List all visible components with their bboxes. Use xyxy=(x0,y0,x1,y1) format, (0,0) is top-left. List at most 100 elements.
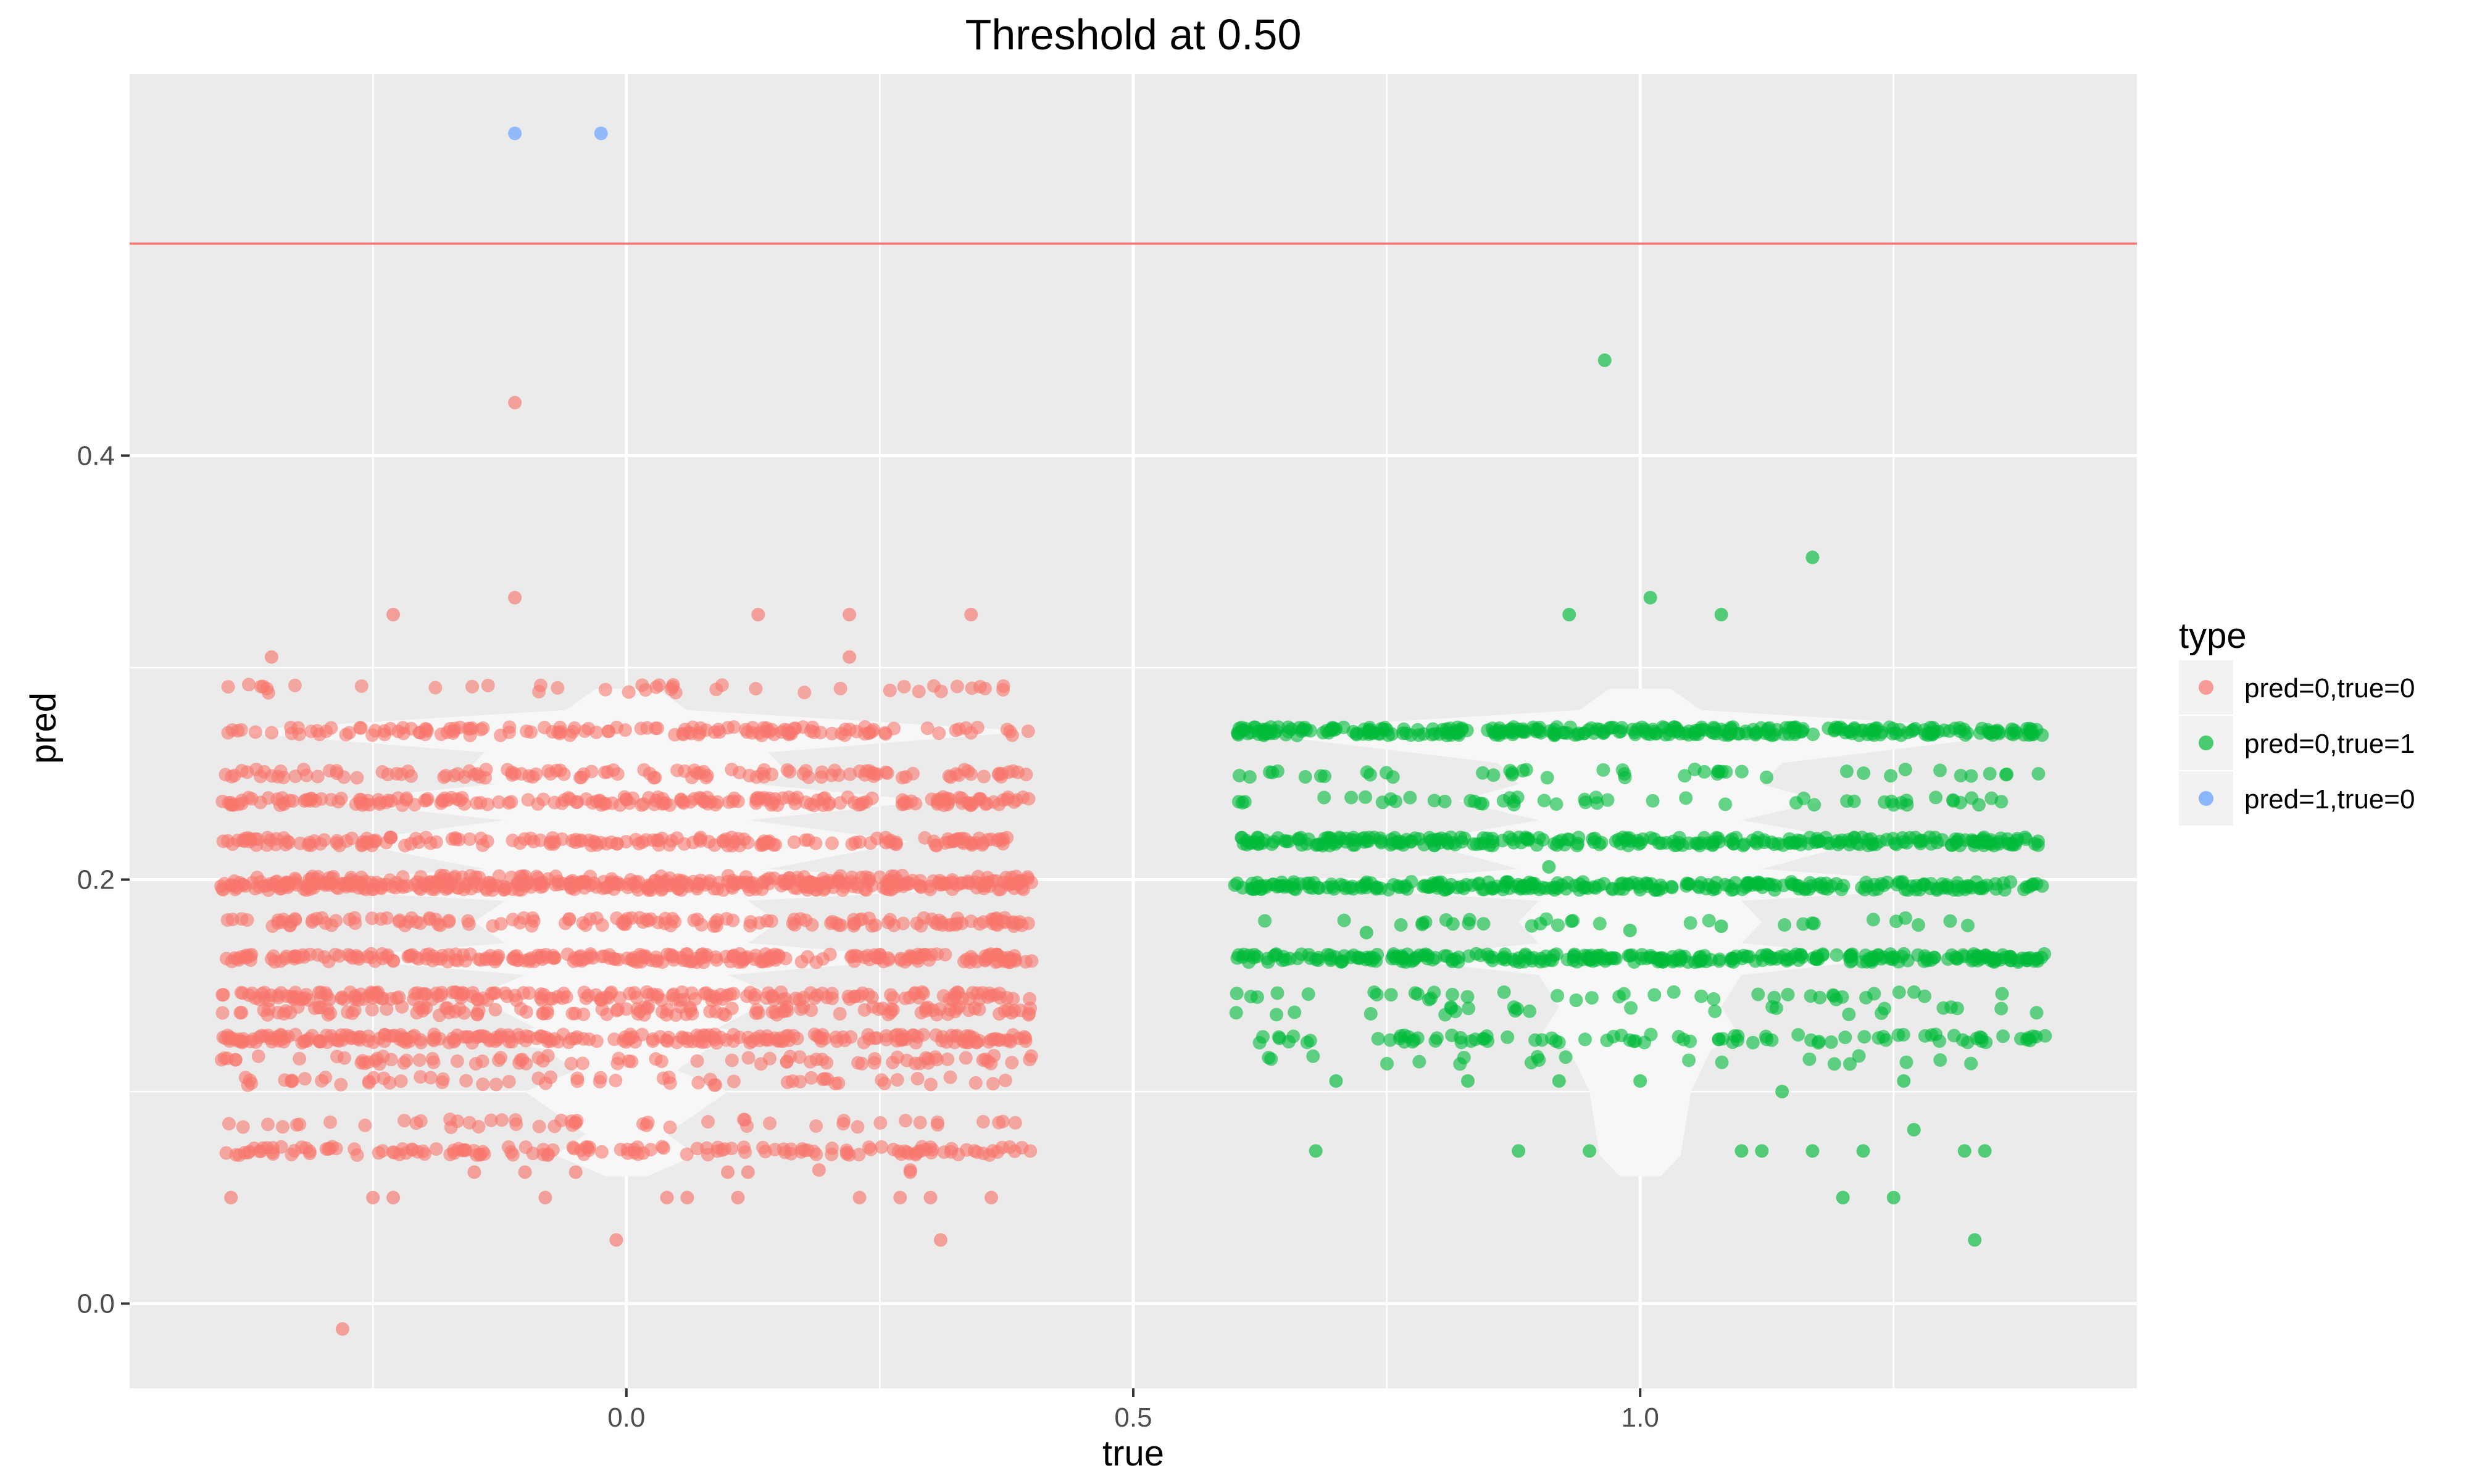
data-point xyxy=(1788,727,1802,742)
data-point xyxy=(386,1190,401,1204)
points-layer xyxy=(214,126,2052,1336)
data-point xyxy=(575,953,589,967)
data-point xyxy=(622,796,636,810)
data-point xyxy=(366,1190,380,1204)
data-point xyxy=(234,723,248,737)
data-point xyxy=(844,950,859,964)
data-point xyxy=(1464,1034,1478,1048)
data-point xyxy=(545,992,559,1006)
data-point xyxy=(365,1003,379,1017)
data-point xyxy=(437,770,451,784)
data-point xyxy=(690,1054,704,1068)
data-point xyxy=(701,876,715,890)
data-point xyxy=(751,1006,765,1020)
data-point xyxy=(1725,832,1739,846)
data-point xyxy=(1486,768,1501,782)
data-point xyxy=(309,794,323,808)
data-point xyxy=(1944,1000,1958,1014)
data-point xyxy=(1441,837,1455,851)
data-point xyxy=(683,955,697,969)
data-point xyxy=(977,881,991,895)
data-point xyxy=(598,765,612,779)
data-point xyxy=(312,985,326,1000)
data-point xyxy=(912,684,926,698)
data-point xyxy=(354,987,368,1001)
y-axis-label: pred xyxy=(23,692,64,764)
data-point xyxy=(1301,987,1315,1001)
data-point xyxy=(493,728,507,742)
data-point xyxy=(1496,882,1510,897)
data-point xyxy=(1734,765,1749,779)
data-point xyxy=(488,986,502,1000)
data-point xyxy=(1805,1144,1820,1158)
data-point xyxy=(411,951,425,966)
y-tick-label: 0.0 xyxy=(77,1289,115,1319)
data-point xyxy=(1348,838,1362,852)
data-point xyxy=(1323,948,1338,963)
data-point xyxy=(468,1056,483,1071)
data-point xyxy=(248,725,262,739)
data-point xyxy=(393,913,407,927)
data-point xyxy=(973,679,987,694)
data-point xyxy=(428,681,443,695)
data-point xyxy=(1396,951,1410,965)
data-point xyxy=(522,1030,536,1044)
data-point xyxy=(1417,727,1431,741)
data-point xyxy=(1440,949,1454,963)
data-point xyxy=(1446,917,1460,931)
data-point xyxy=(222,1034,236,1048)
data-point xyxy=(1251,831,1265,845)
data-point xyxy=(350,771,364,785)
data-point xyxy=(786,1029,801,1043)
data-point xyxy=(1966,834,1980,848)
data-point xyxy=(725,763,739,777)
data-point xyxy=(1666,955,1680,969)
data-point xyxy=(472,1003,486,1018)
data-point xyxy=(785,727,799,741)
data-point xyxy=(539,1076,553,1090)
data-point xyxy=(383,831,398,845)
data-point xyxy=(910,916,924,931)
data-point xyxy=(505,1035,519,1049)
data-point xyxy=(1706,726,1720,740)
data-point xyxy=(709,950,723,964)
data-point xyxy=(462,1116,477,1130)
data-point xyxy=(1549,1034,1563,1048)
data-point xyxy=(701,1114,715,1129)
data-point xyxy=(1309,953,1323,967)
data-point xyxy=(814,770,828,784)
data-point xyxy=(394,767,409,781)
data-point xyxy=(756,874,770,889)
data-point xyxy=(757,721,771,735)
data-point xyxy=(551,1035,565,1049)
data-point xyxy=(1453,1057,1467,1071)
data-point xyxy=(1875,1006,1889,1020)
data-point xyxy=(1917,989,1931,1003)
data-point xyxy=(913,1116,927,1130)
data-point xyxy=(1857,766,1871,780)
x-tick-label: 1.0 xyxy=(1622,1403,1659,1433)
data-point xyxy=(1303,724,1317,738)
data-point xyxy=(853,764,867,778)
data-point xyxy=(451,953,465,968)
data-point xyxy=(1718,797,1733,811)
data-point xyxy=(305,915,319,929)
data-point xyxy=(944,918,959,932)
data-point xyxy=(1811,1035,1825,1050)
data-point xyxy=(564,1056,578,1071)
data-point xyxy=(881,915,896,929)
data-point xyxy=(1019,768,1033,782)
data-point xyxy=(620,911,635,926)
data-point xyxy=(1983,766,1997,781)
data-point xyxy=(457,986,471,1000)
data-point xyxy=(901,876,915,890)
data-point xyxy=(551,725,565,739)
data-point xyxy=(610,1056,625,1071)
data-point xyxy=(1229,1006,1243,1020)
data-point xyxy=(1369,882,1383,896)
data-point xyxy=(880,766,894,780)
data-point xyxy=(1983,833,1997,847)
data-point xyxy=(1306,1049,1320,1063)
data-point xyxy=(1374,834,1388,848)
data-point xyxy=(1467,837,1481,851)
